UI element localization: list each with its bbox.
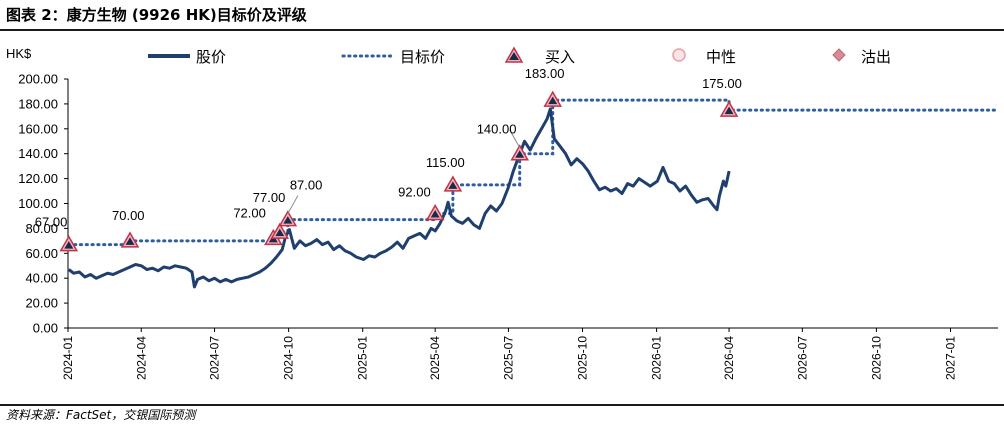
buy-rating-marker xyxy=(270,222,290,239)
target-price-label: 77.00 xyxy=(253,190,286,205)
data-label-leader xyxy=(287,195,299,214)
target-price-label: 67.00 xyxy=(35,215,68,230)
target-price-label: 183.00 xyxy=(525,66,565,81)
y-tick-label: 20.00 xyxy=(25,296,58,311)
source-note: 资料来源：FactSet，交银国际预测 xyxy=(6,408,196,422)
buy-rating-marker xyxy=(120,231,140,248)
buy-rating-marker xyxy=(443,175,463,192)
y-tick-label: 40.00 xyxy=(25,271,58,286)
x-tick-label: 2026-01 xyxy=(650,336,664,380)
target-price-label: 115.00 xyxy=(426,155,465,170)
chart-legend: 股价 目标价 买入 中性 沽出 xyxy=(148,46,891,66)
x-tick-label: 2025-04 xyxy=(428,336,442,380)
x-tick-label: 2026-07 xyxy=(795,336,809,380)
x-tick-label: 2025-01 xyxy=(356,336,370,380)
x-tick-label: 2024-04 xyxy=(134,336,148,380)
legend-neutral-label: 中性 xyxy=(706,48,736,66)
legend-sell-swatch xyxy=(832,48,846,62)
x-axis: 2024-01 2024-04 2024-07 2024-10 2025-01 2025-… xyxy=(61,327,998,380)
y-tick-label: 80.00 xyxy=(25,221,58,236)
legend-target-label: 目标价 xyxy=(400,48,445,66)
buy-rating-marker xyxy=(59,235,79,252)
x-tick-label: 2026-10 xyxy=(869,336,883,380)
y-tick-label: 160.00 xyxy=(18,121,58,136)
buy-rating-marker xyxy=(278,210,298,227)
target-price-label: 175.00 xyxy=(702,76,742,91)
target-price-label: 87.00 xyxy=(290,178,323,193)
y-tick-label: 120.00 xyxy=(18,171,58,186)
target-price-label: 140.00 xyxy=(477,122,517,137)
x-tick-label: 2026-04 xyxy=(722,336,736,380)
y-axis: 0.00 20.00 40.00 60.00 80.00 100.00 120.00 140.… xyxy=(18,72,69,336)
buy-rating-marker xyxy=(510,144,530,161)
y-tick-label: 0.00 xyxy=(33,321,58,336)
title-divider xyxy=(0,29,1004,31)
buy-rating-marker xyxy=(543,90,563,107)
legend-buy-label: 买入 xyxy=(545,48,575,66)
x-tick-label: 2025-10 xyxy=(576,336,590,380)
legend-sell-label: 沽出 xyxy=(861,48,891,66)
legend-price-label: 股价 xyxy=(196,48,226,66)
footer-divider xyxy=(0,404,1004,406)
x-tick-label: 2025-07 xyxy=(501,336,515,380)
buy-rating-marker xyxy=(719,100,739,117)
y-tick-label: 60.00 xyxy=(25,246,58,261)
target-price-label: 92.00 xyxy=(398,184,431,199)
y-tick-label: 200.00 xyxy=(18,72,58,87)
legend-buy-swatch xyxy=(504,46,524,63)
legend-neutral-swatch xyxy=(672,48,686,62)
y-tick-label: 140.00 xyxy=(18,146,58,161)
x-tick-label: 2024-10 xyxy=(282,336,296,380)
target-price-label: 72.00 xyxy=(233,205,266,220)
y-tick-label: 180.00 xyxy=(18,96,58,111)
x-tick-label: 2024-07 xyxy=(208,336,222,380)
chart-title: 图表 2：康方生物 (9926 HK)目标价及评级 xyxy=(6,6,307,24)
stock-price-line xyxy=(67,107,731,289)
buy-rating-marker xyxy=(425,203,445,221)
y-tick-label: 100.00 xyxy=(18,196,58,211)
x-tick-label: 2027-01 xyxy=(943,336,957,380)
target-price-line xyxy=(67,98,1000,247)
x-tick-label: 2024-01 xyxy=(61,336,75,380)
y-axis-unit-label: HK$ xyxy=(6,46,32,61)
data-label-leader xyxy=(509,129,521,148)
target-price-label: 70.00 xyxy=(112,208,145,223)
